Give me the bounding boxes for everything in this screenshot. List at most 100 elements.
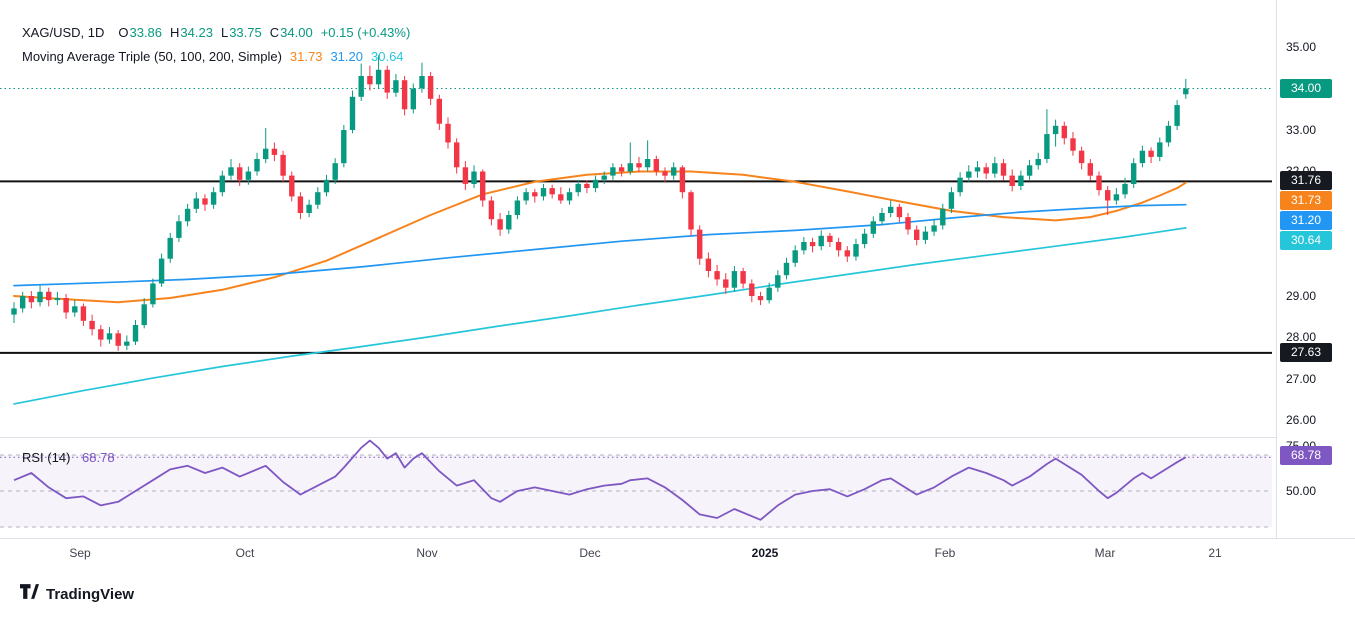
candle-body: [72, 306, 78, 313]
time-axis-label: Feb: [934, 546, 956, 560]
candle-body: [870, 221, 876, 234]
candle-body: [37, 291, 43, 303]
candle-body: [1009, 175, 1015, 186]
candle-body: [46, 291, 52, 301]
candle-body: [427, 76, 434, 99]
time-axis-label: 21: [1208, 546, 1222, 560]
ma-line[interactable]: [13, 227, 1187, 405]
time-axis-label: Oct: [235, 546, 255, 560]
rsi-line[interactable]: [13, 439, 1187, 521]
candle-body: [245, 171, 252, 180]
price-axis-label: 28.00: [1286, 330, 1317, 344]
candle-body: [584, 183, 590, 188]
rsi-band: [0, 455, 1272, 527]
candle-body: [835, 242, 842, 251]
candle-body: [775, 275, 781, 288]
candle-body: [1131, 163, 1137, 184]
candle-body: [89, 320, 95, 330]
candle-body: [98, 329, 104, 340]
candle-body: [454, 142, 460, 168]
change-value: +0.15 (+0.43%): [320, 24, 411, 40]
candle-body: [636, 163, 642, 168]
price-axis-label: 29.00: [1286, 289, 1317, 303]
candle-body: [792, 250, 798, 263]
ohlc-open: O33.86: [118, 24, 163, 40]
candle-body: [176, 221, 182, 238]
symbol-title[interactable]: XAG/USD, 1D: [22, 24, 105, 40]
candle-body: [844, 250, 850, 257]
candle-body: [723, 279, 729, 288]
candle-body: [1026, 165, 1033, 176]
tradingview-branding[interactable]: TradingView: [20, 584, 134, 604]
candle-body: [1070, 138, 1076, 151]
candle-body: [80, 306, 87, 321]
candle-body: [271, 148, 278, 155]
time-scale[interactable]: Sep Oct Nov Dec 2025 Feb Mar 21: [0, 538, 1355, 573]
candle-body: [263, 148, 269, 160]
candle-body: [888, 206, 894, 213]
candle-body: [150, 283, 156, 305]
candle-body: [124, 341, 130, 346]
pane-divider[interactable]: [0, 437, 1355, 438]
candle-body: [332, 163, 338, 180]
candle-body: [1148, 150, 1154, 157]
candle-body: [740, 271, 746, 284]
candle-body: [983, 167, 989, 174]
candle-body: [1157, 142, 1163, 157]
candle-body: [1052, 125, 1059, 135]
ma-indicator-title[interactable]: Moving Average Triple (50, 100, 200, Sim…: [22, 48, 282, 64]
candle-body: [367, 76, 373, 85]
candle-body: [592, 179, 599, 189]
symbol-legend-row: XAG/USD, 1D O33.86 H34.23 L33.75 C34.00 …: [22, 20, 410, 44]
candle-body: [115, 333, 121, 346]
candle-body: [210, 192, 217, 205]
candle-body: [662, 171, 668, 176]
price-scale[interactable]: 35.0033.0032.0029.0028.0027.0026.0075.00…: [1276, 0, 1355, 538]
candle-body: [1044, 134, 1050, 159]
candle-body: [167, 237, 173, 259]
ma200-value: 30.64: [371, 48, 404, 64]
candle-body: [401, 80, 408, 110]
ma-line[interactable]: [13, 203, 1187, 287]
candle-body: [297, 196, 304, 213]
candle-body: [219, 175, 225, 193]
ma-line[interactable]: [13, 170, 1187, 304]
candle-body: [20, 296, 26, 309]
candle-body: [184, 208, 191, 222]
candle-body: [315, 192, 321, 205]
candle-body: [644, 159, 651, 168]
ma50-price-label: 31.73: [1280, 191, 1332, 210]
candle-body: [1078, 150, 1085, 164]
candle-body: [992, 163, 998, 174]
candle-body: [1139, 150, 1146, 164]
candle-body: [63, 298, 69, 313]
candle-body: [141, 304, 147, 326]
candle-body: [1096, 175, 1102, 191]
rsi-indicator-title[interactable]: RSI (14): [22, 450, 71, 465]
candle-body: [957, 177, 963, 193]
time-axis-label: Sep: [69, 546, 91, 560]
price-axis-label: 33.00: [1286, 123, 1317, 137]
candle-body: [757, 296, 764, 301]
current-price-label: 34.00: [1280, 79, 1332, 98]
candle-body: [705, 258, 712, 271]
candle-body: [54, 298, 61, 301]
tradingview-logo-icon: [20, 584, 39, 604]
candle-body: [566, 192, 573, 201]
candle-body: [471, 171, 477, 184]
candle-body: [1165, 125, 1172, 143]
ma200-price-label: 30.64: [1280, 231, 1332, 250]
candle-body: [1000, 163, 1007, 176]
candle-body: [610, 167, 616, 176]
candle-body: [497, 219, 503, 230]
candle-body: [905, 217, 911, 230]
candle-body: [532, 192, 538, 197]
candle-body: [1087, 163, 1093, 176]
candle-body: [818, 235, 824, 247]
candle-body: [940, 208, 946, 226]
time-axis-label: Dec: [579, 546, 601, 560]
candle-body: [575, 183, 581, 193]
candle-body: [801, 242, 807, 251]
